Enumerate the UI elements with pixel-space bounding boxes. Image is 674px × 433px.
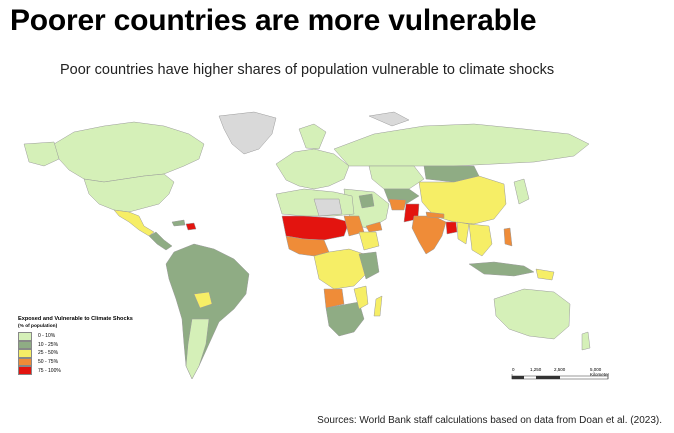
region-kazakhstan (368, 165, 425, 190)
legend-item: 10 - 25% (18, 340, 133, 350)
region-libya-sahara (313, 198, 343, 217)
region-afghanistan (388, 198, 407, 211)
page-title: Poorer countries are more vulnerable (10, 4, 537, 37)
legend-label: 75 - 100% (38, 367, 61, 374)
region-bolivia (193, 291, 213, 309)
region-sahel (281, 215, 350, 241)
region-indonesia (468, 261, 535, 277)
legend-label: 0 - 10% (38, 333, 56, 340)
legend-label: 50 - 75% (38, 359, 59, 366)
region-australia (493, 288, 571, 340)
legend-item: 0 - 10% (18, 332, 133, 341)
map-legend: Exposed and Vulnerable to Climate Shocks… (18, 316, 133, 375)
region-canada (53, 121, 205, 183)
region-bangladesh (445, 221, 458, 235)
legend-item: 75 - 100% (18, 366, 133, 375)
region-haiti (185, 222, 197, 231)
legend-label: 25 - 50% (38, 350, 59, 357)
legend-title: Exposed and Vulnerable to Climate Shocks (18, 316, 133, 322)
region-caribbean (171, 219, 186, 227)
source-note: Sources: World Bank staff calculations b… (317, 415, 662, 426)
region-alaska (23, 141, 60, 167)
legend-swatch (18, 332, 32, 341)
region-myanmar (456, 221, 470, 245)
legend-swatch (18, 340, 32, 350)
region-iraq (358, 193, 375, 209)
region-angola (323, 288, 345, 309)
region-scandinavia (298, 123, 327, 150)
region-philippines (503, 227, 513, 247)
region-china (418, 175, 507, 225)
region-russia (333, 123, 590, 167)
region-argentina (185, 318, 210, 380)
region-arctic-island (368, 111, 410, 127)
region-yemen (365, 221, 383, 233)
scale-tick: 1,250 (530, 367, 542, 372)
region-mozambique (353, 285, 369, 310)
region-nepal (425, 211, 445, 219)
page-subtitle: Poor countries have higher shares of pop… (60, 62, 555, 78)
scale-tick: 2,500 (554, 367, 566, 372)
scale-tick: 0 (512, 367, 515, 372)
legend-swatch (18, 349, 32, 358)
region-central-america (148, 231, 173, 251)
legend-subtitle: (% of population) (18, 324, 58, 329)
region-east-africa (358, 251, 380, 280)
world-map (23, 111, 591, 380)
legend-swatch (18, 357, 32, 367)
region-new-zealand (581, 331, 591, 351)
region-south-america (165, 243, 250, 380)
region-india (411, 215, 447, 255)
region-madagascar (373, 295, 383, 317)
legend-swatch (18, 366, 32, 375)
region-central-africa (313, 248, 367, 290)
region-europe (275, 148, 350, 190)
region-usa (83, 173, 175, 213)
region-japan-korea (513, 178, 530, 205)
region-mexico (113, 209, 155, 237)
scale-tick: 5,000 Kilometer (590, 367, 610, 377)
region-southeast-asia (468, 223, 493, 257)
scale-bar (511, 374, 609, 380)
region-ethiopia (358, 231, 380, 251)
legend-item: 50 - 75% (18, 357, 133, 367)
legend-item: 25 - 50% (18, 349, 133, 358)
region-greenland (218, 111, 277, 155)
region-papua-new-guinea (535, 268, 555, 281)
legend-label: 10 - 25% (38, 341, 59, 348)
